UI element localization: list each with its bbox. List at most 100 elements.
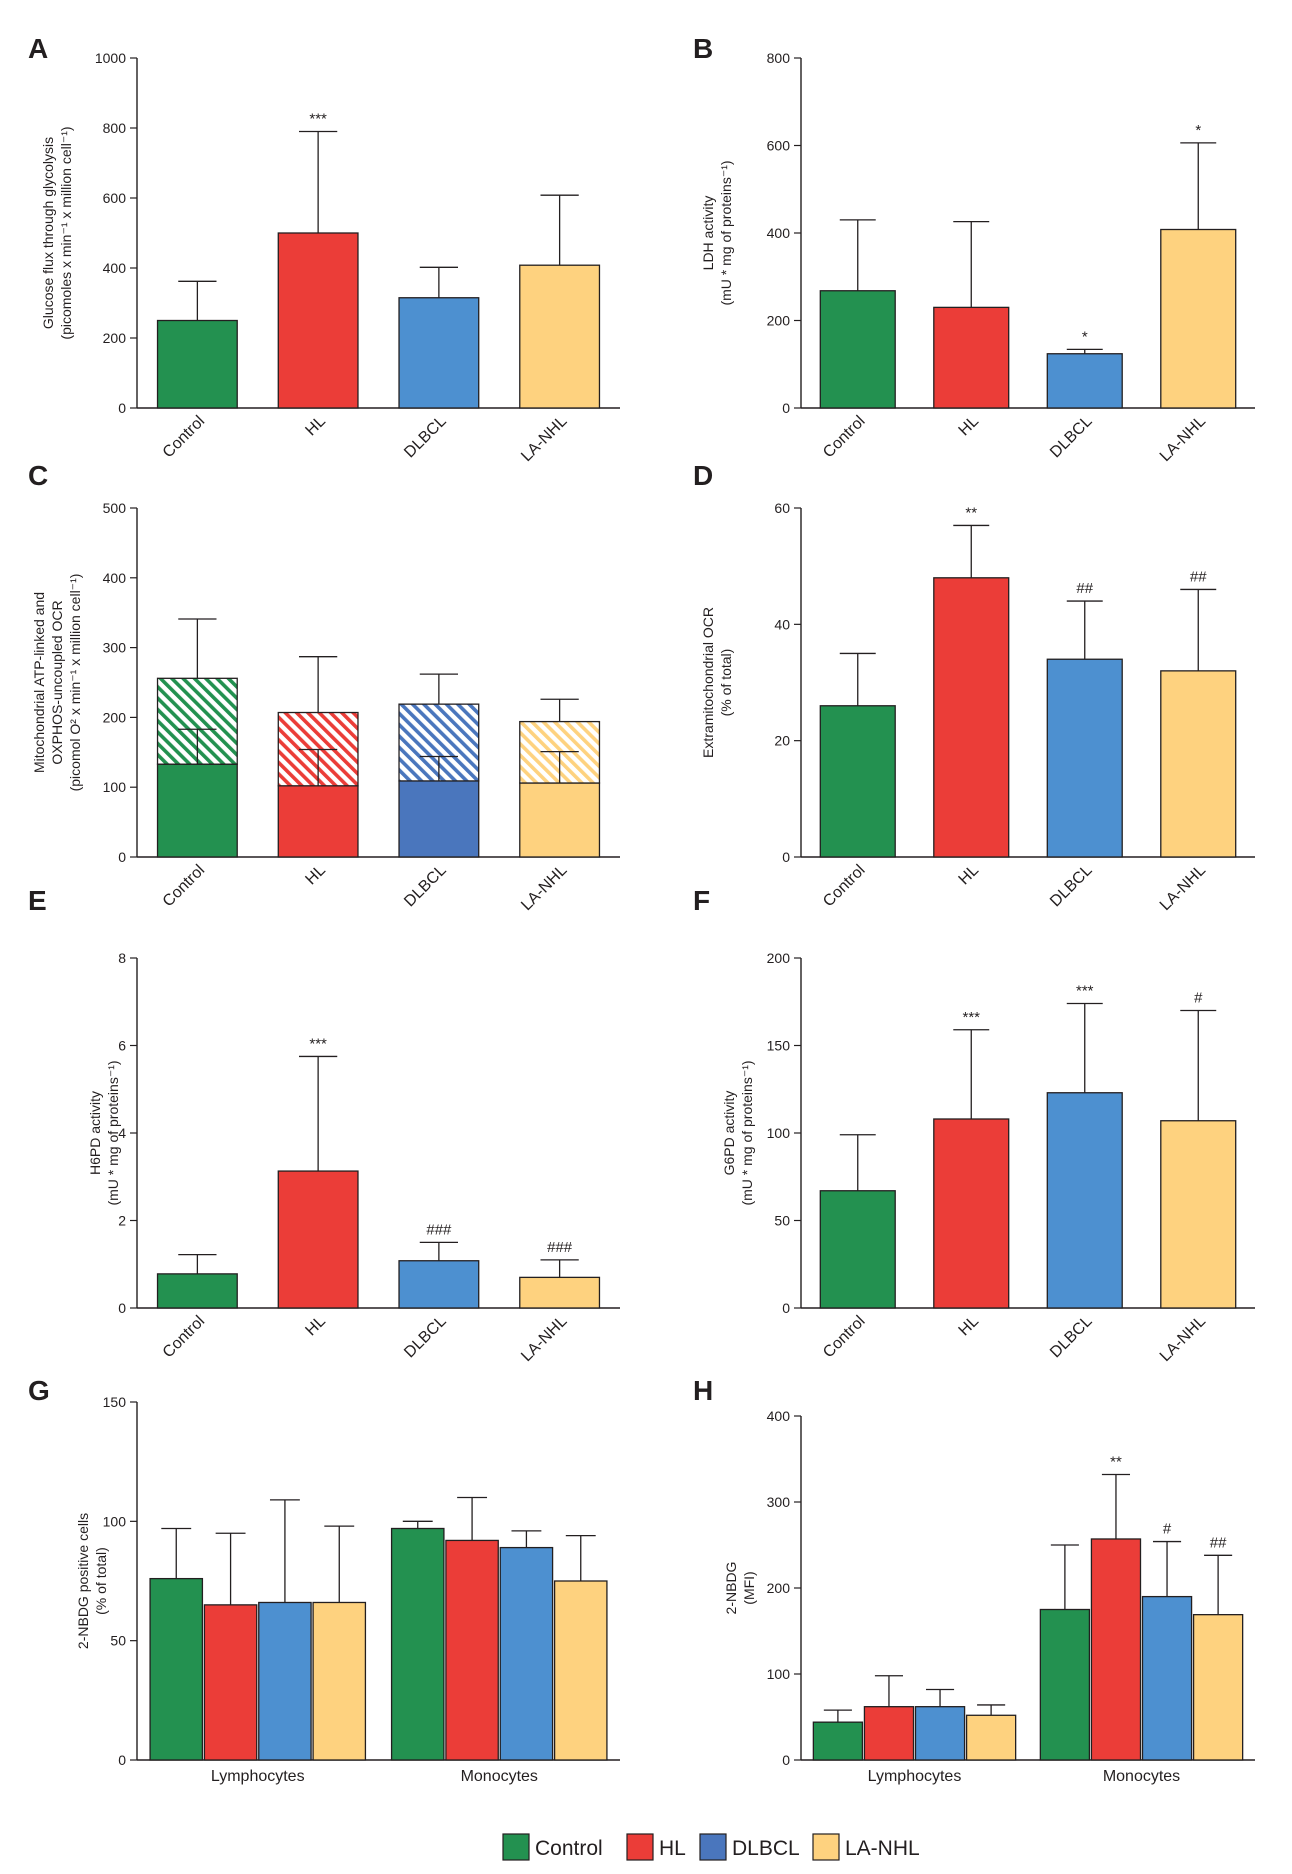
bar-f-3: [1160, 1120, 1237, 1309]
legend-label-control: Control: [535, 1837, 603, 1860]
legend-swatch-lanhl: [812, 1833, 840, 1861]
bar-b-3: [1160, 228, 1237, 409]
x-tick-label-d-2: DLBCL: [1047, 862, 1096, 911]
bar-h-0-0: [812, 1721, 864, 1761]
y-tick-label-h: 200: [767, 1580, 791, 1596]
y-axis-label-a: Glucose flux through glycolysis: [40, 137, 56, 329]
panel-letters: A B C D E F G H: [28, 33, 713, 1406]
y-axis-label-e: H6PD activity: [87, 1091, 103, 1175]
x-tick-label-f-2: DLBCL: [1047, 1313, 1096, 1362]
y-tick-label-d: 0: [782, 849, 790, 865]
x-tick-label-a-0: Control: [160, 413, 208, 461]
x-tick-label-a-2: DLBCL: [401, 413, 450, 462]
panel-e: 0 2 4 6 8 H6PD activity (mU * mg of proteins⁻¹…: [87, 950, 620, 1365]
y-tick-label-e: 2: [118, 1213, 126, 1229]
significance-label-e-3: ###: [547, 1239, 573, 1256]
x-tick-label-b-0: Control: [820, 413, 868, 461]
y-axis-label-h: (MFI): [741, 1571, 757, 1604]
significance-label-h-1-3: ##: [1210, 1534, 1227, 1551]
bar-a-2: [398, 297, 480, 409]
significance-label-d-2: ##: [1076, 580, 1093, 597]
significance-label-a-1: ***: [309, 111, 327, 128]
bar-h-1-0: [1039, 1608, 1091, 1761]
x-tick-label-d-1: HL: [956, 862, 983, 889]
significance-label-e-2: ###: [426, 1221, 452, 1238]
group-label-h-1: Monocytes: [1103, 1768, 1180, 1785]
significance-label-f-3: #: [1194, 990, 1203, 1007]
x-tick-label-b-3: LA-NHL: [1157, 413, 1209, 465]
x-tick-label-e-2: DLBCL: [401, 1313, 450, 1362]
y-tick-label-e: 0: [118, 1300, 126, 1316]
panel-label-e: E: [28, 885, 47, 916]
y-tick-label-a: 0: [118, 400, 126, 416]
y-axis-label-a: (picomoles x min⁻¹ x million cell⁻¹): [58, 126, 74, 339]
y-tick-label-c: 300: [103, 640, 127, 656]
y-tick-label-d: 20: [774, 733, 790, 749]
bar-e-2: [398, 1260, 480, 1309]
panel-label-h: H: [693, 1375, 713, 1406]
panel-b: 0 200 400 600 800 LDH activity (mU * mg of pro…: [700, 50, 1255, 465]
legend-swatch-dlbcl: [699, 1833, 727, 1861]
bar-h-0-2: [914, 1706, 966, 1761]
bar-g-0-0: [149, 1577, 204, 1761]
panel-label-b: B: [693, 33, 713, 64]
x-tick-label-d-0: Control: [820, 862, 868, 910]
y-tick-label-g: 100: [103, 1513, 127, 1529]
bar-e-0: [156, 1273, 238, 1309]
y-axis-label-e: (mU * mg of proteins⁻¹): [105, 1060, 121, 1205]
bar-a-1: [277, 232, 359, 409]
bar-f-1: [933, 1118, 1010, 1309]
bar-h-1-2: [1141, 1595, 1193, 1761]
significance-label-h-1-2: #: [1163, 1521, 1172, 1538]
y-axis-label-h: 2-NBDG: [723, 1562, 739, 1615]
bar-atp-linked-2: [398, 780, 480, 858]
y-axis-label-f: G6PD activity: [721, 1091, 737, 1176]
y-tick-label-c: 400: [103, 570, 127, 586]
y-tick-label-b: 200: [767, 313, 791, 329]
bar-g-1-1: [445, 1539, 499, 1761]
bar-f-2: [1046, 1092, 1123, 1309]
y-tick-label-g: 150: [103, 1394, 127, 1410]
bar-d-2: [1046, 658, 1123, 858]
bar-h-0-1: [863, 1706, 915, 1761]
group-label-g-0: Lymphocytes: [211, 1768, 305, 1785]
x-tick-label-e-0: Control: [160, 1313, 208, 1361]
panel-d: 0 20 40 60 Extramitochondrial OCR (% of total…: [700, 500, 1255, 914]
significance-label-f-2: ***: [1076, 983, 1094, 1000]
x-tick-label-c-2: DLBCL: [401, 862, 450, 911]
y-tick-label-c: 100: [103, 779, 127, 795]
bar-atp-linked-1: [277, 785, 359, 858]
significance-label-d-1: **: [965, 504, 977, 521]
bar-g-0-2: [258, 1601, 312, 1761]
x-tick-label-c-1: HL: [302, 862, 329, 889]
y-axis-label-d: (% of total): [718, 649, 734, 717]
bar-b-2: [1046, 353, 1123, 409]
group-label-g-1: Monocytes: [461, 1768, 538, 1785]
y-tick-label-b: 800: [767, 50, 791, 66]
legend-swatch-control: [502, 1833, 530, 1861]
legend-label-dlbcl: DLBCL: [732, 1837, 800, 1860]
y-tick-label-a: 600: [103, 190, 127, 206]
bar-f-0: [819, 1190, 896, 1309]
y-tick-label-c: 500: [103, 500, 127, 516]
x-tick-label-a-1: HL: [302, 413, 329, 440]
bar-atp-linked-3: [519, 782, 601, 858]
x-tick-label-d-3: LA-NHL: [1157, 862, 1209, 914]
bar-h-0-3: [965, 1714, 1017, 1761]
legend-label-lanhl: LA-NHL: [845, 1837, 920, 1860]
y-tick-label-b: 400: [767, 225, 791, 241]
legend-label-hl: HL: [659, 1837, 686, 1860]
x-tick-label-e-1: HL: [302, 1313, 329, 1340]
y-tick-label-h: 0: [782, 1752, 790, 1768]
x-tick-label-b-1: HL: [956, 413, 983, 440]
bar-d-3: [1160, 670, 1237, 858]
significance-label-b-2: *: [1082, 328, 1088, 345]
y-tick-label-h: 300: [767, 1494, 791, 1510]
y-tick-label-c: 0: [118, 849, 126, 865]
y-axis-label-g: (% of total): [93, 1547, 109, 1615]
bar-b-1: [933, 306, 1010, 409]
y-axis-label-c: OXPHOS-uncoupled OCR: [49, 600, 65, 764]
group-label-h-0: Lymphocytes: [868, 1768, 962, 1785]
y-axis-label-b: LDH activity: [700, 196, 716, 271]
y-tick-label-b: 600: [767, 138, 791, 154]
